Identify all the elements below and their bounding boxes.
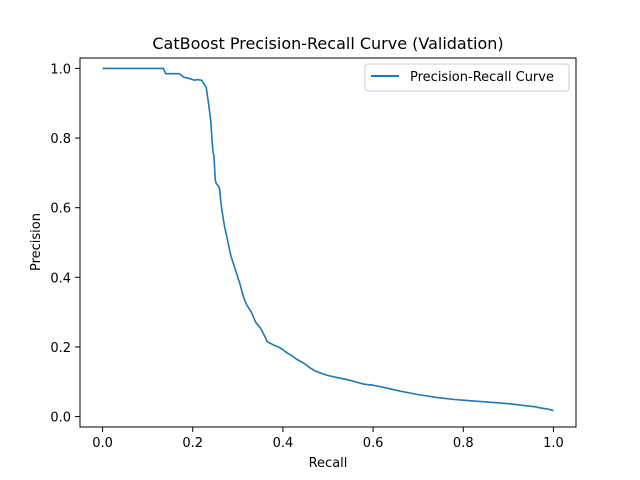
legend-box bbox=[364, 63, 570, 92]
y-tick-label: 0.6 bbox=[50, 202, 71, 217]
x-axis-ticks: 0.0 0.2 0.4 0.6 0.8 1.0 bbox=[92, 427, 564, 451]
series-layer bbox=[102, 67, 554, 412]
x-tick-label: 1.0 bbox=[543, 436, 564, 451]
plot-area bbox=[80, 58, 576, 427]
y-axis-ticks: 0.0 0.2 0.4 0.6 0.8 1.0 bbox=[50, 62, 80, 426]
y-axis-label: Precision bbox=[29, 213, 44, 271]
series-line bbox=[102, 67, 554, 412]
chart-title: CatBoost Precision-Recall Curve (Validat… bbox=[152, 34, 503, 53]
x-tick-label: 0.0 bbox=[92, 436, 113, 451]
y-tick-label: 0.8 bbox=[50, 132, 71, 147]
y-tick-label: 1.0 bbox=[50, 62, 71, 77]
plot-frame bbox=[79, 57, 577, 428]
x-tick-label: 0.6 bbox=[363, 436, 384, 451]
y-tick-label: 0.0 bbox=[50, 411, 71, 426]
x-axis-label: Recall bbox=[309, 456, 348, 471]
x-tick-label: 0.8 bbox=[453, 436, 474, 451]
legend: Precision-Recall Curve bbox=[364, 63, 570, 92]
y-tick-label: 0.4 bbox=[50, 271, 71, 286]
legend-label: Precision-Recall Curve bbox=[410, 70, 554, 85]
x-tick-label: 0.2 bbox=[182, 436, 203, 451]
y-tick-label: 0.2 bbox=[50, 341, 71, 356]
x-tick-label: 0.4 bbox=[273, 436, 294, 451]
